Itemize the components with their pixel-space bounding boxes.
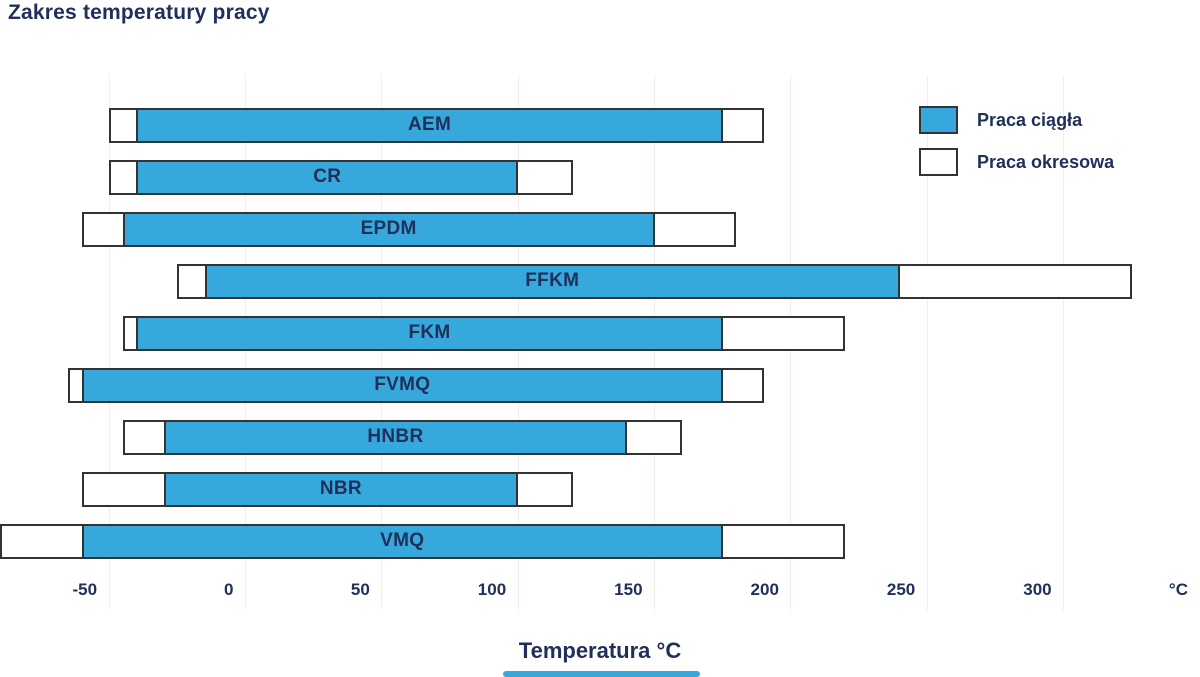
x-axis-unit-label: °C [1108,580,1188,600]
material-label: AEM [136,108,722,143]
bottom-accent-bar [503,671,700,677]
material-label: HNBR [164,420,628,455]
legend-swatch-continuous [919,106,958,134]
x-tick-label: 50 [290,580,370,600]
x-tick-label: 100 [426,580,506,600]
x-tick-label: -50 [17,580,97,600]
material-label: CR [136,160,518,195]
material-label: NBR [164,472,519,507]
material-label: VMQ [82,524,723,559]
x-tick-label: 0 [153,580,233,600]
material-label: FKM [136,316,722,351]
chart-title: Zakres temperatury pracy [8,1,270,25]
legend-label-intermittent: Praca okresowa [977,152,1114,173]
legend-label-continuous: Praca ciągła [977,110,1082,131]
material-label: EPDM [123,212,655,247]
x-tick-label: 200 [699,580,779,600]
legend-item-continuous: Praca ciągła [919,106,1114,134]
material-label: FVMQ [82,368,723,403]
x-tick-label: 250 [835,580,915,600]
x-axis-title: Temperatura °C [0,638,1200,664]
legend-item-intermittent: Praca okresowa [919,148,1114,176]
legend: Praca ciągła Praca okresowa [919,106,1114,190]
x-tick-label: 150 [563,580,643,600]
material-label: FFKM [205,264,900,299]
legend-swatch-intermittent [919,148,958,176]
x-tick-label: 300 [972,580,1052,600]
